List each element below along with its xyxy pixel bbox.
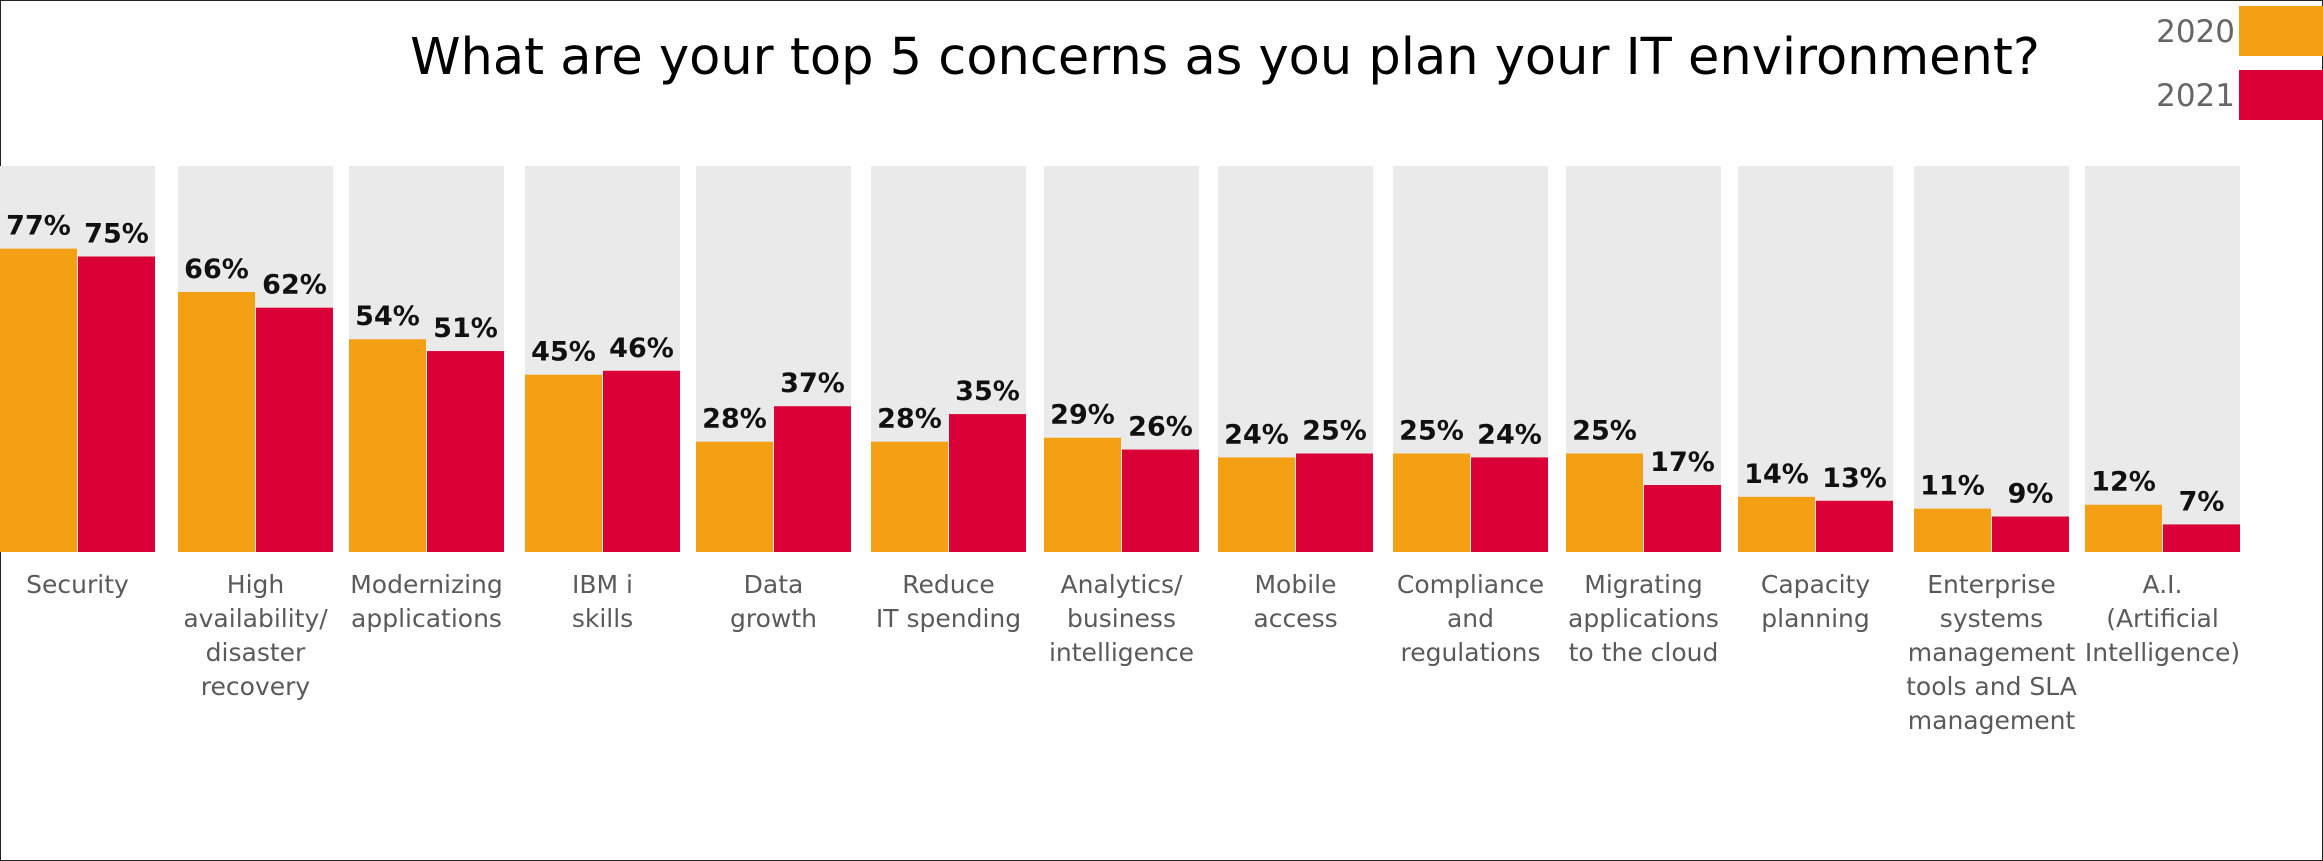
category-group: 12% 7% A.I. (Artificial Intelligence) [2085,166,2240,667]
value-label-2020: 25% [1572,416,1637,447]
bar-2021 [1816,500,1893,552]
value-label-2021: 17% [1650,447,1715,478]
bar-2020 [696,441,773,552]
value-label-2020: 14% [1744,459,1809,490]
category-label: Mobile access [1253,570,1337,633]
bar-2021 [78,256,155,552]
value-label-2021: 46% [609,333,674,364]
value-label-2020: 12% [2091,467,2156,498]
chart-title: What are your top 5 concerns as you plan… [410,28,2040,87]
category-label: Enterprise systems management tools and SLA… [1906,570,2077,735]
bar-2020 [349,339,426,552]
category-panel [2085,166,2240,552]
value-label-2021: 25% [1302,416,1367,447]
category-group: 11% 9% Enterprise systems management tools an… [1906,166,2077,735]
value-label-2021: 26% [1128,412,1193,443]
bar-2021 [2163,524,2240,552]
value-label-2021: 35% [955,376,1020,407]
bar-2020 [1914,508,1991,552]
category-group: 29% 26% Analytics/business intelligence [1044,166,1199,667]
bar-2021 [1296,453,1373,552]
category-group: 24% 25% Mobile access [1218,166,1373,633]
bar-2020 [1393,453,1470,552]
bar-2020 [1566,453,1643,552]
value-label-2021: 37% [780,368,845,399]
category-group: 54% 51% Modernizing applications [349,166,504,633]
category-group: 77% 75% Security [0,166,155,599]
category-panel [1738,166,1893,552]
value-label-2021: 75% [84,219,149,250]
category-label: Analytics/business intelligence [1049,570,1194,667]
value-label-2020: 11% [1920,471,1985,502]
bar-2020 [1218,457,1295,552]
value-label-2020: 66% [184,254,249,285]
bar-2020 [1738,496,1815,552]
legend-swatch-2021 [2239,70,2323,120]
legend-swatch-2020 [2239,6,2323,56]
category-group: 45% 46% IBM i skills [525,166,680,633]
category-label: Security [26,570,129,599]
value-label-2021: 7% [2179,486,2225,517]
category-label: Capacity planning [1761,570,1870,633]
value-label-2020: 28% [702,404,767,435]
category-group: 25% 17% Migrating applications to the cloud [1566,166,1721,667]
category-label: IBM i skills [572,570,633,633]
category-group: 28% 35% Reduce IT spending [871,166,1026,633]
category-label: A.I. (Artificial Intelligence) [2085,570,2240,667]
bar-2021 [774,406,851,552]
value-label-2020: 28% [877,404,942,435]
value-label-2021: 13% [1822,463,1887,494]
value-label-2020: 77% [6,211,71,242]
value-label-2020: 54% [355,301,420,332]
legend-label-2020: 2020 [2156,14,2235,50]
bar-2020 [1044,437,1121,552]
bar-2021 [1471,457,1548,552]
category-group: 66% 62% High availability/disaster recovery [178,166,333,701]
bar-2021 [949,414,1026,552]
value-label-2020: 24% [1224,419,1289,450]
bar-2020 [525,374,602,552]
value-label-2021: 51% [433,313,498,344]
legend-label-2021: 2021 [2156,78,2235,114]
value-label-2021: 62% [262,270,327,301]
category-group: 25% 24% Compliance and regulations [1393,166,1548,667]
value-label-2020: 25% [1399,416,1464,447]
category-group: 28% 37% Data growth [696,166,851,633]
category-label: Compliance and regulations [1397,570,1544,667]
category-label: High availability/disaster recovery [183,570,328,701]
bar-2021 [603,370,680,552]
category-panel [1914,166,2069,552]
bar-2020 [2085,504,2162,552]
category-label: Reduce IT spending [876,570,1021,633]
value-label-2020: 29% [1050,400,1115,431]
category-label: Modernizing applications [350,570,503,633]
value-label-2021: 24% [1477,419,1542,450]
category-label: Migrating applications to the cloud [1568,570,1719,667]
category-group: 14% 13% Capacity planning [1738,166,1893,633]
bar-2021 [1122,449,1199,552]
bar-2021 [256,307,333,552]
value-label-2021: 9% [2008,479,2054,510]
bar-2021 [1644,485,1721,552]
bar-2021 [427,351,504,552]
bar-2021 [1992,516,2069,552]
bar-2020 [178,291,255,552]
category-label: Data growth [730,570,817,633]
value-label-2020: 45% [531,337,596,368]
bar-2020 [871,441,948,552]
bar-2020 [0,248,77,552]
